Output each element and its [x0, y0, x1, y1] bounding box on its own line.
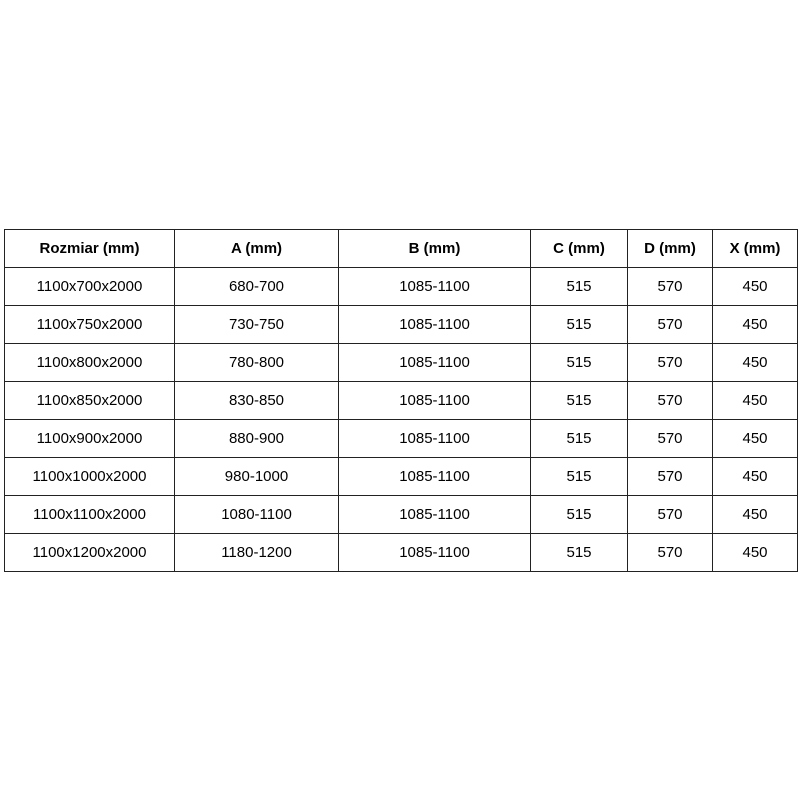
table-cell: 830-850 [174, 381, 339, 420]
table-cell: 1100x1200x2000 [4, 533, 175, 572]
table-cell: 450 [712, 305, 798, 344]
table-cell: 450 [712, 267, 798, 306]
table-row: 1100x750x2000 730-750 1085-1100 515 570 450 [4, 305, 798, 344]
table-cell: 450 [712, 495, 798, 534]
table-cell: 1100x1100x2000 [4, 495, 175, 534]
table-cell: 515 [530, 419, 628, 458]
table-cell: 1100x850x2000 [4, 381, 175, 420]
table-cell: 515 [530, 267, 628, 306]
table-cell: 780-800 [174, 343, 339, 382]
table-cell: 1085-1100 [338, 305, 531, 344]
table-row: 1100x850x2000 830-850 1085-1100 515 570 450 [4, 381, 798, 420]
table-cell: 1085-1100 [338, 419, 531, 458]
table-cell: 515 [530, 495, 628, 534]
table-cell: 450 [712, 533, 798, 572]
table-cell: 570 [627, 457, 713, 496]
table-cell: 570 [627, 267, 713, 306]
table-cell: 1100x750x2000 [4, 305, 175, 344]
table-cell: 1100x700x2000 [4, 267, 175, 306]
table-cell: 450 [712, 457, 798, 496]
table-cell: 880-900 [174, 419, 339, 458]
table-cell: 1085-1100 [338, 533, 531, 572]
header-row: Rozmiar (mm) A (mm) B (mm) C (mm) D (mm) X (m… [4, 229, 798, 268]
table-cell: 1085-1100 [338, 457, 531, 496]
table-cell: 1085-1100 [338, 495, 531, 534]
table-cell: 570 [627, 381, 713, 420]
dimensions-table: Rozmiar (mm) A (mm) B (mm) C (mm) D (mm) X (m… [4, 229, 798, 572]
table-cell: 1100x1000x2000 [4, 457, 175, 496]
table-cell: 515 [530, 457, 628, 496]
column-header: X (mm) [712, 229, 798, 268]
column-header: D (mm) [627, 229, 713, 268]
column-header: Rozmiar (mm) [4, 229, 175, 268]
table-cell: 1085-1100 [338, 267, 531, 306]
table-cell: 570 [627, 533, 713, 572]
table-cell: 515 [530, 343, 628, 382]
table-cell: 570 [627, 343, 713, 382]
column-header: C (mm) [530, 229, 628, 268]
table-cell: 1080-1100 [174, 495, 339, 534]
table-cell: 1100x800x2000 [4, 343, 175, 382]
table-cell: 570 [627, 305, 713, 344]
table-cell: 450 [712, 419, 798, 458]
table-row: 1100x1200x2000 1180-1200 1085-1100 515 570 45… [4, 533, 798, 572]
table-cell: 730-750 [174, 305, 339, 344]
column-header: A (mm) [174, 229, 339, 268]
table-cell: 1100x900x2000 [4, 419, 175, 458]
table-cell: 515 [530, 533, 628, 572]
table-cell: 450 [712, 343, 798, 382]
table-cell: 980-1000 [174, 457, 339, 496]
table-row: 1100x1100x2000 1080-1100 1085-1100 515 570 45… [4, 495, 798, 534]
table-cell: 450 [712, 381, 798, 420]
table-cell: 1085-1100 [338, 381, 531, 420]
table-row: 1100x900x2000 880-900 1085-1100 515 570 450 [4, 419, 798, 458]
column-header: B (mm) [338, 229, 531, 268]
table-cell: 515 [530, 305, 628, 344]
table-row: 1100x700x2000 680-700 1085-1100 515 570 450 [4, 267, 798, 306]
table-cell: 570 [627, 419, 713, 458]
table-cell: 680-700 [174, 267, 339, 306]
table-cell: 1180-1200 [174, 533, 339, 572]
table-cell: 1085-1100 [338, 343, 531, 382]
table-row: 1100x1000x2000 980-1000 1085-1100 515 570 450 [4, 457, 798, 496]
table-row: 1100x800x2000 780-800 1085-1100 515 570 450 [4, 343, 798, 382]
table-cell: 515 [530, 381, 628, 420]
table-cell: 570 [627, 495, 713, 534]
